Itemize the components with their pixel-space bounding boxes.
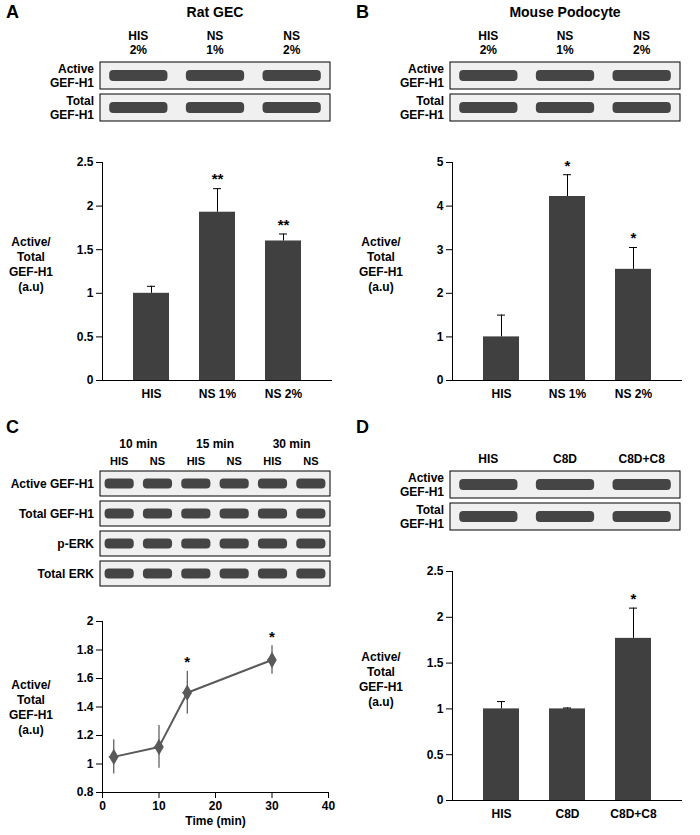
svg-text:ActiveGEF-H1: ActiveGEF-H1 bbox=[400, 471, 444, 499]
svg-text:20: 20 bbox=[209, 799, 223, 813]
html-text:C: C bbox=[6, 417, 19, 437]
svg-text:40: 40 bbox=[322, 799, 336, 813]
svg-text:*: * bbox=[631, 590, 637, 607]
svg-text:0.8: 0.8 bbox=[77, 785, 94, 799]
html-text:GEF-H1: GEF-H1 bbox=[359, 679, 403, 694]
svg-text:ActiveGEF-H1: ActiveGEF-H1 bbox=[50, 62, 94, 90]
svg-text:C8D: C8D bbox=[553, 452, 577, 466]
svg-text:1.5: 1.5 bbox=[427, 656, 444, 670]
svg-text:**: ** bbox=[278, 216, 290, 233]
html-text:B: B bbox=[356, 2, 369, 22]
svg-text:ActiveGEF-H1: ActiveGEF-H1 bbox=[400, 62, 444, 90]
svg-text:NS 2%: NS 2% bbox=[265, 387, 303, 401]
svg-text:NS: NS bbox=[227, 455, 242, 467]
svg-text:1.2: 1.2 bbox=[77, 728, 94, 742]
svg-text:Active GEF-H1: Active GEF-H1 bbox=[11, 477, 95, 491]
svg-text:5: 5 bbox=[437, 155, 444, 169]
svg-text:C8D+C8: C8D+C8 bbox=[610, 807, 657, 821]
svg-text:0: 0 bbox=[87, 373, 94, 387]
html-text:Active/: Active/ bbox=[361, 235, 401, 249]
svg-text:Total GEF-H1: Total GEF-H1 bbox=[19, 507, 94, 521]
svg-text:NS 1%: NS 1% bbox=[199, 387, 237, 401]
svg-text:0.5: 0.5 bbox=[427, 748, 444, 762]
svg-text:NS: NS bbox=[303, 455, 318, 467]
html-text:(a.u): (a.u) bbox=[368, 280, 394, 294]
html-text:(a.u): (a.u) bbox=[18, 722, 44, 737]
svg-text:HIS2%: HIS2% bbox=[128, 29, 148, 57]
svg-text:1.8: 1.8 bbox=[77, 643, 94, 657]
svg-text:2.5: 2.5 bbox=[77, 155, 94, 169]
svg-text:HIS: HIS bbox=[491, 387, 511, 401]
svg-text:NS2%: NS2% bbox=[633, 29, 651, 57]
svg-text:2: 2 bbox=[87, 614, 94, 628]
html-text:GEF-H1: GEF-H1 bbox=[9, 265, 53, 279]
html-text:(a.u): (a.u) bbox=[18, 280, 44, 294]
svg-text:1.6: 1.6 bbox=[77, 671, 94, 685]
html-text:D: D bbox=[356, 417, 369, 437]
svg-text:NS1%: NS1% bbox=[556, 29, 574, 57]
svg-text:**: ** bbox=[212, 170, 224, 187]
svg-text:3: 3 bbox=[437, 243, 444, 257]
html-text:Total: Total bbox=[367, 664, 395, 679]
html-text:Total: Total bbox=[17, 250, 45, 264]
svg-text:NS1%: NS1% bbox=[206, 29, 224, 57]
svg-text:HIS: HIS bbox=[110, 455, 128, 467]
svg-text:Time (min): Time (min) bbox=[185, 814, 245, 828]
svg-text:1: 1 bbox=[437, 702, 444, 716]
svg-text:TotalGEF-H1: TotalGEF-H1 bbox=[400, 94, 444, 122]
html-text:Total: Total bbox=[367, 250, 395, 264]
svg-text:C8D: C8D bbox=[555, 807, 579, 821]
html-text:A: A bbox=[6, 2, 19, 22]
svg-text:1: 1 bbox=[87, 286, 94, 300]
svg-text:0: 0 bbox=[99, 799, 106, 813]
svg-text:1.4: 1.4 bbox=[77, 700, 94, 714]
svg-text:4: 4 bbox=[437, 199, 444, 213]
svg-text:TotalGEF-H1: TotalGEF-H1 bbox=[400, 503, 444, 531]
svg-text:*: * bbox=[269, 628, 275, 645]
svg-text:10: 10 bbox=[152, 799, 166, 813]
svg-text:NS: NS bbox=[150, 455, 165, 467]
svg-text:0: 0 bbox=[437, 373, 444, 387]
svg-text:*: * bbox=[184, 653, 190, 670]
svg-text:*: * bbox=[565, 157, 571, 174]
svg-text:HIS: HIS bbox=[491, 807, 511, 821]
svg-text:C8D+C8: C8D+C8 bbox=[618, 452, 665, 466]
svg-text:NS 2%: NS 2% bbox=[615, 387, 653, 401]
svg-text:NS 1%: NS 1% bbox=[549, 387, 587, 401]
svg-text:0.5: 0.5 bbox=[77, 330, 94, 344]
html-text:(a.u): (a.u) bbox=[368, 694, 394, 709]
html-text:GEF-H1: GEF-H1 bbox=[359, 265, 403, 279]
svg-text:30 min: 30 min bbox=[273, 437, 311, 451]
svg-text:p-ERK: p-ERK bbox=[57, 537, 94, 551]
svg-text:HIS: HIS bbox=[263, 455, 281, 467]
svg-text:NS2%: NS2% bbox=[283, 29, 301, 57]
html-text:Mouse Podocyte: Mouse Podocyte bbox=[509, 4, 621, 20]
svg-text:1.5: 1.5 bbox=[77, 243, 94, 257]
svg-text:1: 1 bbox=[87, 757, 94, 771]
svg-text:0: 0 bbox=[437, 793, 444, 807]
svg-text:HIS: HIS bbox=[141, 387, 161, 401]
svg-text:HIS: HIS bbox=[187, 455, 205, 467]
svg-text:2: 2 bbox=[437, 286, 444, 300]
svg-text:TotalGEF-H1: TotalGEF-H1 bbox=[50, 94, 94, 122]
svg-text:2: 2 bbox=[87, 199, 94, 213]
svg-text:2: 2 bbox=[437, 610, 444, 624]
html-text:Active/: Active/ bbox=[361, 649, 401, 664]
svg-text:HIS: HIS bbox=[478, 452, 498, 466]
svg-text:2.5: 2.5 bbox=[427, 564, 444, 578]
svg-text:Total ERK: Total ERK bbox=[38, 567, 95, 581]
svg-text:HIS2%: HIS2% bbox=[478, 29, 498, 57]
svg-text:*: * bbox=[631, 229, 637, 246]
svg-text:10 min: 10 min bbox=[119, 437, 157, 451]
html-text:Total: Total bbox=[17, 692, 45, 707]
html-text:Active/: Active/ bbox=[11, 677, 51, 692]
html-text:Active/: Active/ bbox=[11, 235, 51, 249]
svg-text:1: 1 bbox=[437, 330, 444, 344]
svg-text:15 min: 15 min bbox=[196, 437, 234, 451]
svg-text:30: 30 bbox=[265, 799, 279, 813]
html-text:Rat GEC: Rat GEC bbox=[186, 4, 244, 20]
html-text:GEF-H1: GEF-H1 bbox=[9, 707, 53, 722]
